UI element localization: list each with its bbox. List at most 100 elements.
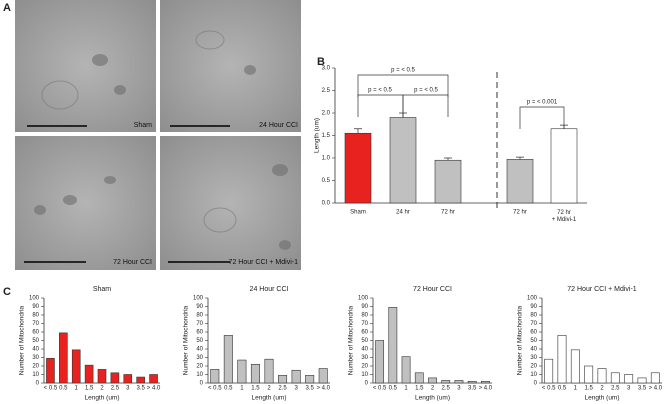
bar — [506, 159, 534, 204]
x-tick-label: 1.5 — [251, 386, 260, 392]
y-tick-label: 80 — [361, 313, 368, 319]
micrographs: Sham 24 Hour CCI 72 Hour CCI 72 Hour CCI… — [15, 0, 301, 270]
y-tick-label: 1.0 — [322, 156, 331, 162]
bar — [467, 380, 477, 384]
x-tick-label: 0.5 — [224, 386, 233, 392]
x-tick-label: 2.5 — [611, 386, 620, 392]
y-tick-label: 10 — [530, 372, 537, 378]
bar — [223, 335, 233, 384]
y-tick-label: 0 — [36, 381, 40, 387]
bar — [650, 372, 660, 384]
x-tick-label: 2 — [100, 386, 104, 392]
bar — [557, 335, 567, 384]
bar — [237, 359, 247, 384]
y-tick-label: 40 — [361, 347, 368, 353]
bar — [610, 372, 620, 384]
y-tick-label: 20 — [361, 364, 368, 370]
x-tick-label: 2 — [431, 386, 435, 392]
bar — [375, 340, 385, 384]
bar — [59, 332, 68, 384]
y-tick-label: 60 — [530, 330, 537, 336]
x-tick-label: 0.5 — [558, 386, 567, 392]
y-tick-label: 70 — [196, 321, 203, 327]
x-tick-label: > 4.0 — [147, 386, 161, 392]
x-tick-label: 24 hr — [396, 210, 410, 216]
bar — [46, 358, 55, 384]
y-tick-label: 80 — [196, 313, 203, 319]
bar — [434, 159, 462, 204]
x-tick-label: 3.5 — [468, 386, 477, 392]
y-tick-label: 0 — [534, 381, 538, 387]
y-tick-label: 50 — [530, 338, 537, 344]
y-tick-label: 0.0 — [322, 201, 331, 207]
bar — [480, 380, 490, 384]
y-tick-label: 30 — [196, 355, 203, 361]
y-tick-label: 0 — [365, 381, 369, 387]
x-tick-label: < 0.5 — [208, 386, 222, 392]
y-tick-label: 100 — [527, 296, 538, 302]
y-tick-label: 30 — [361, 355, 368, 361]
bar — [388, 307, 398, 384]
bar — [264, 358, 274, 384]
y-tick-label: 10 — [361, 372, 368, 378]
micrograph-label: Sham — [134, 122, 152, 129]
x-tick-label: 2.5 — [111, 386, 120, 392]
bar — [428, 377, 437, 384]
bar — [123, 374, 133, 384]
significance-bracket — [357, 94, 404, 117]
bar — [441, 380, 451, 384]
x-tick-label: 72 hr + Mdivi-1 — [552, 210, 577, 223]
y-tick-label: 70 — [530, 321, 537, 327]
x-tick-label: 2 — [600, 386, 604, 392]
y-tick-label: 10 — [32, 372, 39, 378]
bar — [291, 369, 301, 384]
y-axis-label: Number of Mitochondria — [183, 305, 190, 375]
x-axis-label: Length (um) — [84, 395, 119, 402]
bar — [401, 356, 411, 384]
y-tick-label: 90 — [361, 304, 368, 310]
y-tick-label: 100 — [358, 296, 369, 302]
y-tick-label: 90 — [32, 304, 39, 310]
y-tick-label: 70 — [32, 321, 39, 327]
x-tick-label: > 4.0 — [649, 386, 663, 392]
y-tick-label: 30 — [530, 355, 537, 361]
x-tick-label: 3 — [294, 386, 298, 392]
y-tick-label: 50 — [196, 338, 203, 344]
chart-title: 72 Hour CCI + Mdivi-1 — [567, 286, 637, 293]
micrograph — [15, 0, 156, 132]
y-tick-label: 3.0 — [322, 66, 331, 72]
x-tick-label: < 0.5 — [542, 386, 556, 392]
y-tick-label: 1.5 — [322, 133, 331, 139]
bar — [570, 349, 580, 384]
y-tick-label: 20 — [32, 364, 39, 370]
y-tick-label: 90 — [530, 304, 537, 310]
y-tick-label: 2.5 — [322, 88, 331, 94]
y-tick-label: 40 — [32, 347, 39, 353]
x-tick-label: 3.5 — [136, 386, 145, 392]
error-bar — [516, 156, 524, 160]
y-axis-label: Number of Mitochondria — [348, 305, 355, 375]
x-tick-label: 1 — [574, 386, 578, 392]
y-tick-label: 70 — [361, 321, 368, 327]
x-tick-label: 72 hr — [441, 210, 455, 216]
x-tick-label: Sham — [350, 210, 366, 216]
bar — [550, 128, 578, 204]
x-tick-label: 3.5 — [305, 386, 314, 392]
significance-bracket — [357, 74, 449, 97]
x-tick-label: 1 — [404, 386, 408, 392]
y-tick-label: 80 — [530, 313, 537, 319]
y-tick-label: 30 — [32, 355, 39, 361]
panel-label: A — [3, 2, 11, 14]
bar — [344, 132, 372, 204]
panel-label: B — [317, 56, 325, 68]
error-bar — [354, 128, 362, 134]
bar — [110, 372, 120, 384]
micrograph-label: 72 Hour CCI + Mdivi-1 — [229, 259, 299, 266]
y-tick-label: 100 — [29, 296, 40, 302]
panel-label: C — [3, 286, 11, 298]
x-tick-label: 3.5 — [638, 386, 647, 392]
x-tick-label: 1 — [240, 386, 244, 392]
y-tick-label: 90 — [196, 304, 203, 310]
x-tick-label: 1.5 — [85, 386, 94, 392]
